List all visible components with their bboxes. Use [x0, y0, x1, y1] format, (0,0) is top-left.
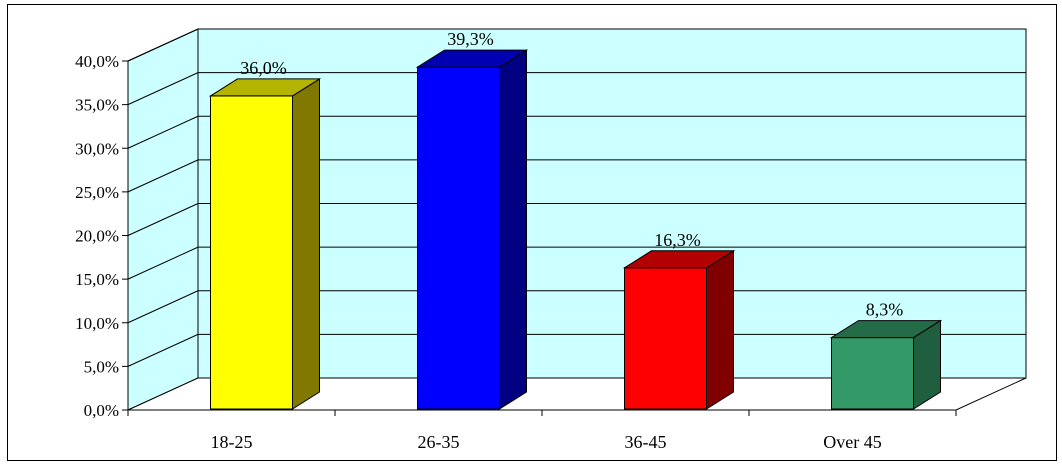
y-tick-label: 25,0%: [75, 183, 119, 202]
y-tick-label: 10,0%: [75, 314, 119, 333]
gridline-side: [127, 72, 199, 106]
bar-side: [499, 49, 527, 410]
gridline-side: [127, 28, 199, 62]
data-label: 8,3%: [866, 300, 904, 320]
bar-front: [210, 95, 293, 410]
y-tick-label: 20,0%: [75, 227, 119, 246]
data-label: 36,0%: [240, 58, 287, 78]
bar-side: [292, 77, 320, 410]
bar-front: [417, 66, 500, 410]
bar-series: [208, 49, 943, 410]
bar-top: [208, 78, 322, 97]
gridline-side: [127, 115, 199, 149]
gridline-side: [127, 159, 199, 193]
y-tick-label: 40,0%: [75, 52, 119, 71]
y-tick-label: 5,0%: [84, 357, 119, 376]
x-category-label: 18-25: [211, 432, 253, 452]
y-tick-label: 0,0%: [84, 401, 119, 420]
data-label: 16,3%: [654, 230, 701, 250]
chart-frame: 0,0% 5,0% 10,0% 15,0% 20,0% 25,0% 30,0% 35,0% 40…: [7, 4, 1057, 461]
bar-chart: 0,0% 5,0% 10,0% 15,0% 20,0% 25,0% 30,0% 35,0% 40…: [75, 28, 1027, 452]
y-axis-tick-labels: 0,0% 5,0% 10,0% 15,0% 20,0% 25,0% 30,0% 35,0% 40…: [75, 52, 129, 420]
bar: [622, 249, 736, 410]
gridline-side: [127, 203, 199, 236]
bar-top: [415, 49, 529, 68]
data-label: 39,3%: [447, 29, 494, 49]
gridline-side: [127, 333, 199, 367]
x-category-label: Over 45: [823, 432, 881, 452]
bar-side: [706, 249, 734, 410]
bar-top: [829, 320, 943, 339]
data-labels: 36,0% 39,3% 16,3% 8,3%: [240, 29, 903, 319]
gridline-side: [127, 246, 199, 280]
y-tick-label: 30,0%: [75, 139, 119, 158]
y-tick-label: 15,0%: [75, 270, 119, 289]
bar: [415, 49, 529, 410]
bar: [208, 77, 322, 410]
bar-top: [622, 250, 736, 269]
floor: [127, 377, 1027, 411]
bar-front: [831, 337, 914, 410]
bar-front: [624, 267, 707, 410]
bar: [829, 319, 943, 410]
x-category-label: 36-45: [625, 432, 667, 452]
gridline-side: [127, 290, 199, 324]
x-axis-category-labels: 18-25 26-35 36-45 Over 45: [127, 410, 957, 452]
gridlines: [127, 28, 1026, 367]
y-tick-label: 35,0%: [75, 96, 119, 115]
x-category-label: 26-35: [418, 432, 460, 452]
